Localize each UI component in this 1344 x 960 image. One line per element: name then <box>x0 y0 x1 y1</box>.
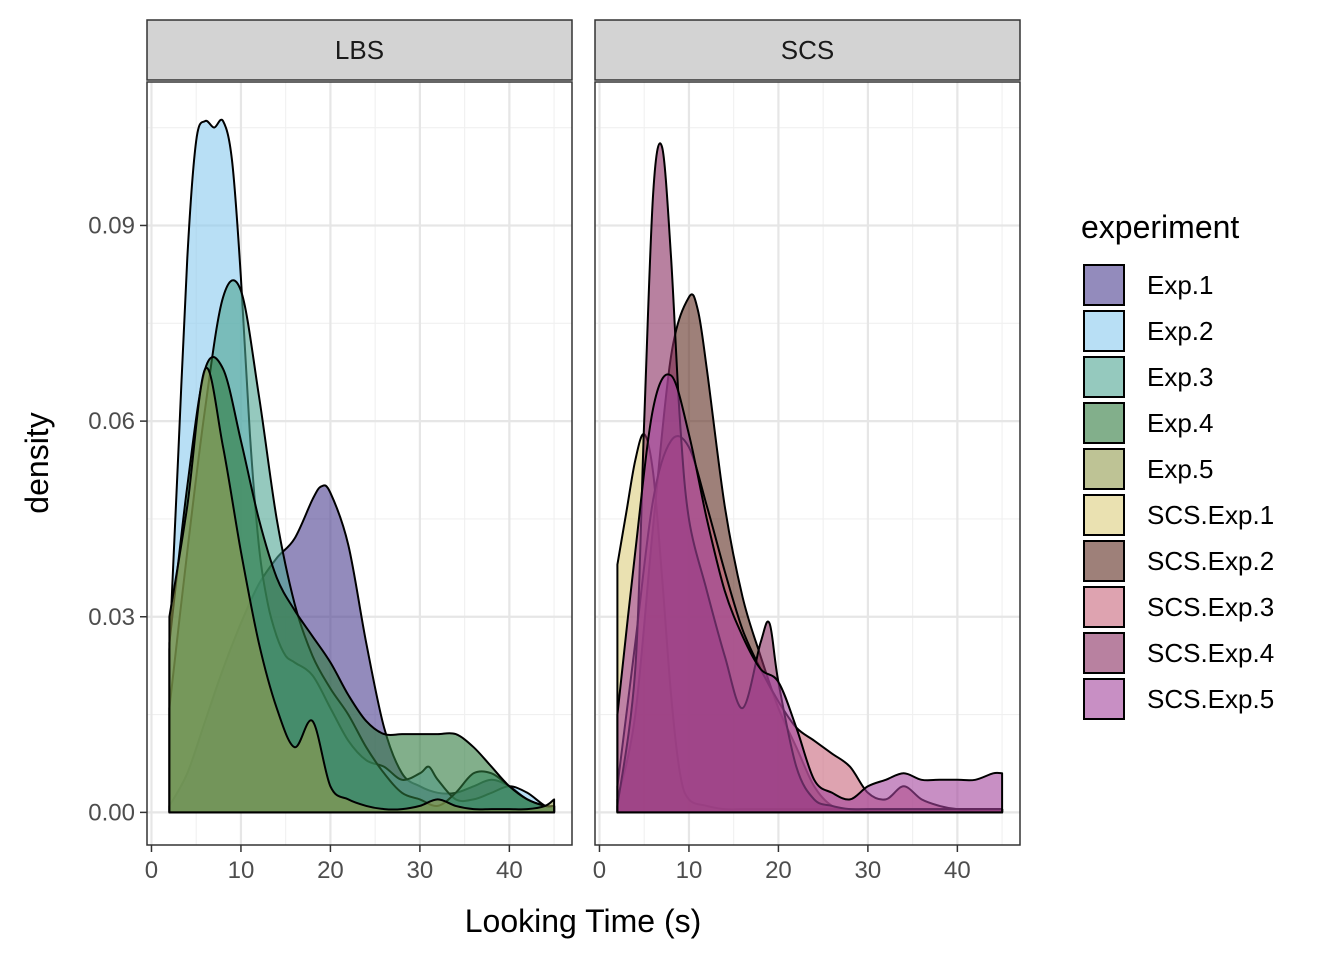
legend-label: SCS.Exp.2 <box>1147 546 1274 576</box>
x-axis-title: Looking Time (s) <box>465 903 702 939</box>
legend-label: Exp.5 <box>1147 454 1214 484</box>
facet-panel-lbs: LBS 0 10 20 30 40 0.00 0.03 0.06 0.09 <box>88 19 573 884</box>
density-area-exp-5 <box>168 366 556 814</box>
facet-strip <box>594 19 1021 81</box>
legend-key <box>1083 586 1125 628</box>
legend-key <box>1083 264 1125 306</box>
facet-strip <box>146 19 573 81</box>
legend-key <box>1083 678 1125 720</box>
legend-label: Exp.1 <box>1147 270 1214 300</box>
x-tick-label: 10 <box>676 857 703 884</box>
legend-key <box>1083 540 1125 582</box>
legend: experiment Exp.1 Exp.2 Exp.3 Exp.4 Exp.5 SCS.… <box>1081 209 1274 720</box>
legend-key <box>1083 402 1125 444</box>
x-tick-label: 30 <box>855 857 882 884</box>
legend-item: SCS.Exp.4 <box>1083 632 1274 674</box>
legend-item: Exp.4 <box>1083 402 1214 444</box>
y-tick-label: 0.03 <box>88 604 135 631</box>
legend-label: Exp.4 <box>1147 408 1214 438</box>
legend-key <box>1083 494 1125 536</box>
legend-label: SCS.Exp.1 <box>1147 500 1274 530</box>
facet-layer: LBS 0 10 20 30 40 0.00 0.03 0.06 0.09 SCS 0 10 20 30 40 <box>88 19 1021 884</box>
legend-item: SCS.Exp.1 <box>1083 494 1274 536</box>
legend-label: SCS.Exp.4 <box>1147 638 1274 668</box>
legend-item: SCS.Exp.5 <box>1083 678 1274 720</box>
x-tick-label: 0 <box>593 857 606 884</box>
facet-strip-label: SCS <box>781 35 834 65</box>
legend-label: Exp.3 <box>1147 362 1214 392</box>
density-layer <box>616 142 1004 814</box>
y-tick-label: 0.09 <box>88 212 135 239</box>
x-tick-label: 0 <box>145 857 158 884</box>
x-tick-label: 40 <box>496 857 523 884</box>
legend-item: Exp.2 <box>1083 310 1214 352</box>
legend-key <box>1083 448 1125 490</box>
legend-item: Exp.5 <box>1083 448 1214 490</box>
legend-item: SCS.Exp.2 <box>1083 540 1274 582</box>
legend-items: Exp.1 Exp.2 Exp.3 Exp.4 Exp.5 SCS.Exp.1 SCS.Ex… <box>1083 264 1274 720</box>
y-axis-title: density <box>19 412 55 513</box>
panel-border <box>146 81 573 846</box>
legend-title: experiment <box>1081 209 1239 245</box>
y-tick-label: 0.06 <box>88 408 135 435</box>
panel-border <box>594 81 1021 846</box>
legend-item: SCS.Exp.3 <box>1083 586 1274 628</box>
legend-key <box>1083 310 1125 352</box>
x-tick-label: 30 <box>407 857 434 884</box>
legend-item: Exp.3 <box>1083 356 1214 398</box>
density-area-scs-exp-5 <box>616 373 1004 814</box>
legend-key <box>1083 632 1125 674</box>
x-tick-label: 10 <box>228 857 255 884</box>
x-tick-label: 40 <box>944 857 971 884</box>
legend-key <box>1083 356 1125 398</box>
y-tick-label: 0.00 <box>88 799 135 826</box>
legend-label: SCS.Exp.5 <box>1147 684 1274 714</box>
legend-label: Exp.2 <box>1147 316 1214 346</box>
x-tick-label: 20 <box>765 857 792 884</box>
density-layer <box>168 118 556 814</box>
facet-panel-scs: SCS 0 10 20 30 40 <box>593 19 1021 884</box>
legend-item: Exp.1 <box>1083 264 1214 306</box>
legend-label: SCS.Exp.3 <box>1147 592 1274 622</box>
x-tick-label: 20 <box>317 857 344 884</box>
facet-strip-label: LBS <box>335 35 384 65</box>
